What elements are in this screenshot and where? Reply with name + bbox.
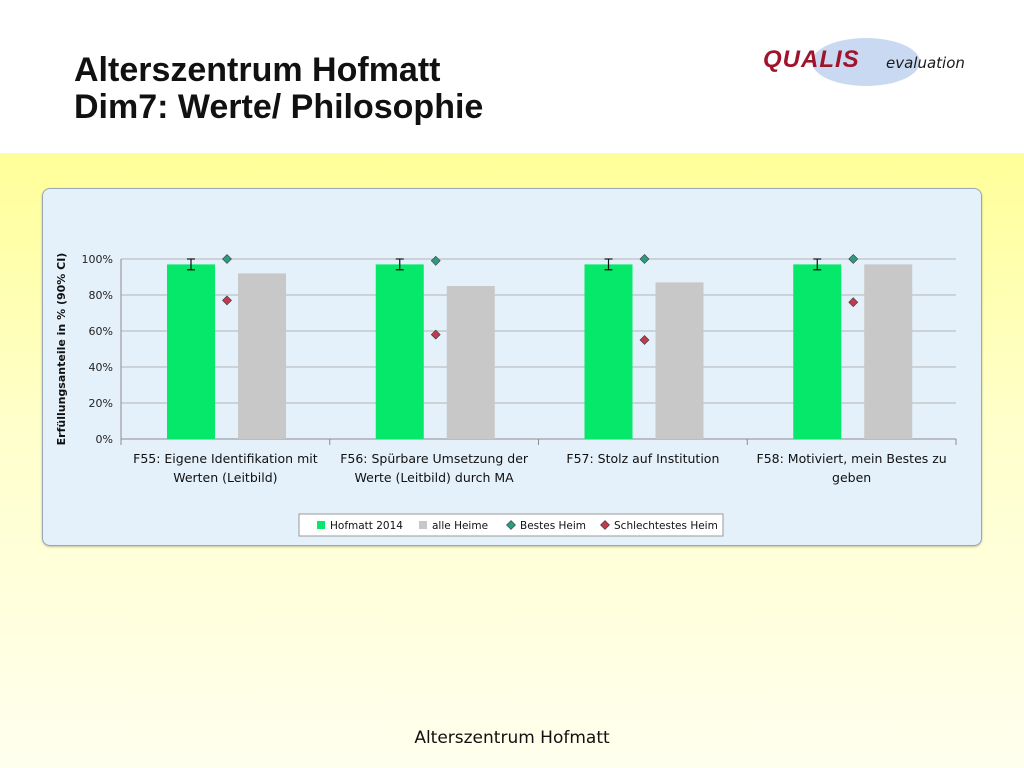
- y-tick-label: 20%: [89, 397, 113, 410]
- x-category-label: Werte (Leitbild) durch MA: [355, 470, 515, 485]
- title-line-2: Dim7: Werte/ Philosophie: [74, 88, 484, 126]
- legend-bestes-heim-label: Bestes Heim: [520, 520, 586, 532]
- marker-bestes-heim: [639, 254, 650, 264]
- logo-oval: [812, 38, 920, 86]
- y-tick-label: 40%: [89, 361, 113, 374]
- bar-alle-heime: [655, 282, 704, 439]
- marker-bestes-heim: [848, 254, 859, 264]
- legend-alle-heime-label: alle Heime: [432, 520, 488, 532]
- marker-bestes-heim: [430, 255, 441, 266]
- page-title: Alterszentrum Hofmatt Dim7: Werte/ Philo…: [74, 52, 483, 126]
- bar-chart: 0% 20% 40% 60% 80% 100% Erfüllungsanteile in %…: [55, 253, 957, 537]
- bar-alle-heime: [446, 286, 495, 439]
- legend-hofmatt-2014-label: Hofmatt 2014: [330, 520, 403, 532]
- y-tick-label: 100%: [82, 253, 113, 266]
- marker-schlechtestes-heim: [222, 295, 232, 306]
- y-tick-label: 0%: [96, 433, 113, 446]
- bar-alle-heime: [864, 264, 913, 439]
- marker-bestes-heim: [222, 254, 232, 264]
- marker-schlechtestes-heim: [848, 297, 859, 308]
- x-category-label: F57: Stolz auf Institution: [566, 451, 719, 466]
- footer-text: Alterszentrum Hofmatt: [414, 728, 610, 748]
- x-category-label: F58: Motiviert, mein Bestes zu: [757, 451, 947, 466]
- marker-schlechtestes-heim: [430, 329, 441, 340]
- legend-schlechtestes-heim-swatch: [600, 520, 610, 530]
- y-axis-title: Erfüllungsanteile in % (90% CI): [55, 253, 68, 446]
- x-category-label: F55: Eigene Identifikation mit: [133, 451, 318, 466]
- x-category-label: Werten (Leitbild): [173, 470, 277, 485]
- y-tick-label: 80%: [89, 289, 113, 302]
- bar-hofmatt-2014: [793, 264, 842, 439]
- bar-hofmatt-2014: [375, 264, 424, 439]
- legend-schlechtestes-heim-label: Schlechtestes Heim: [614, 520, 718, 532]
- chart-panel: 0% 20% 40% 60% 80% 100% Erfüllungsanteile in %…: [42, 188, 982, 546]
- x-category-label: F56: Spürbare Umsetzung der: [340, 451, 529, 466]
- bar-alle-heime: [238, 273, 286, 439]
- x-category-label: geben: [832, 470, 871, 485]
- logo-subtitle: evaluation: [886, 54, 965, 72]
- y-tick-label: 60%: [89, 325, 113, 338]
- bar-hofmatt-2014: [167, 264, 215, 439]
- legend-alle-heime-swatch: [419, 521, 427, 529]
- legend-hofmatt-2014-swatch: [317, 521, 325, 529]
- marker-schlechtestes-heim: [639, 335, 650, 345]
- title-line-1: Alterszentrum Hofmatt: [74, 51, 441, 89]
- slide-header: Alterszentrum Hofmatt Dim7: Werte/ Philo…: [0, 0, 1024, 153]
- bar-hofmatt-2014: [584, 264, 633, 439]
- qualis-logo: QUALIS evaluation: [760, 38, 980, 86]
- logo-wordmark: QUALIS: [763, 46, 860, 73]
- legend-bestes-heim-swatch: [506, 520, 516, 530]
